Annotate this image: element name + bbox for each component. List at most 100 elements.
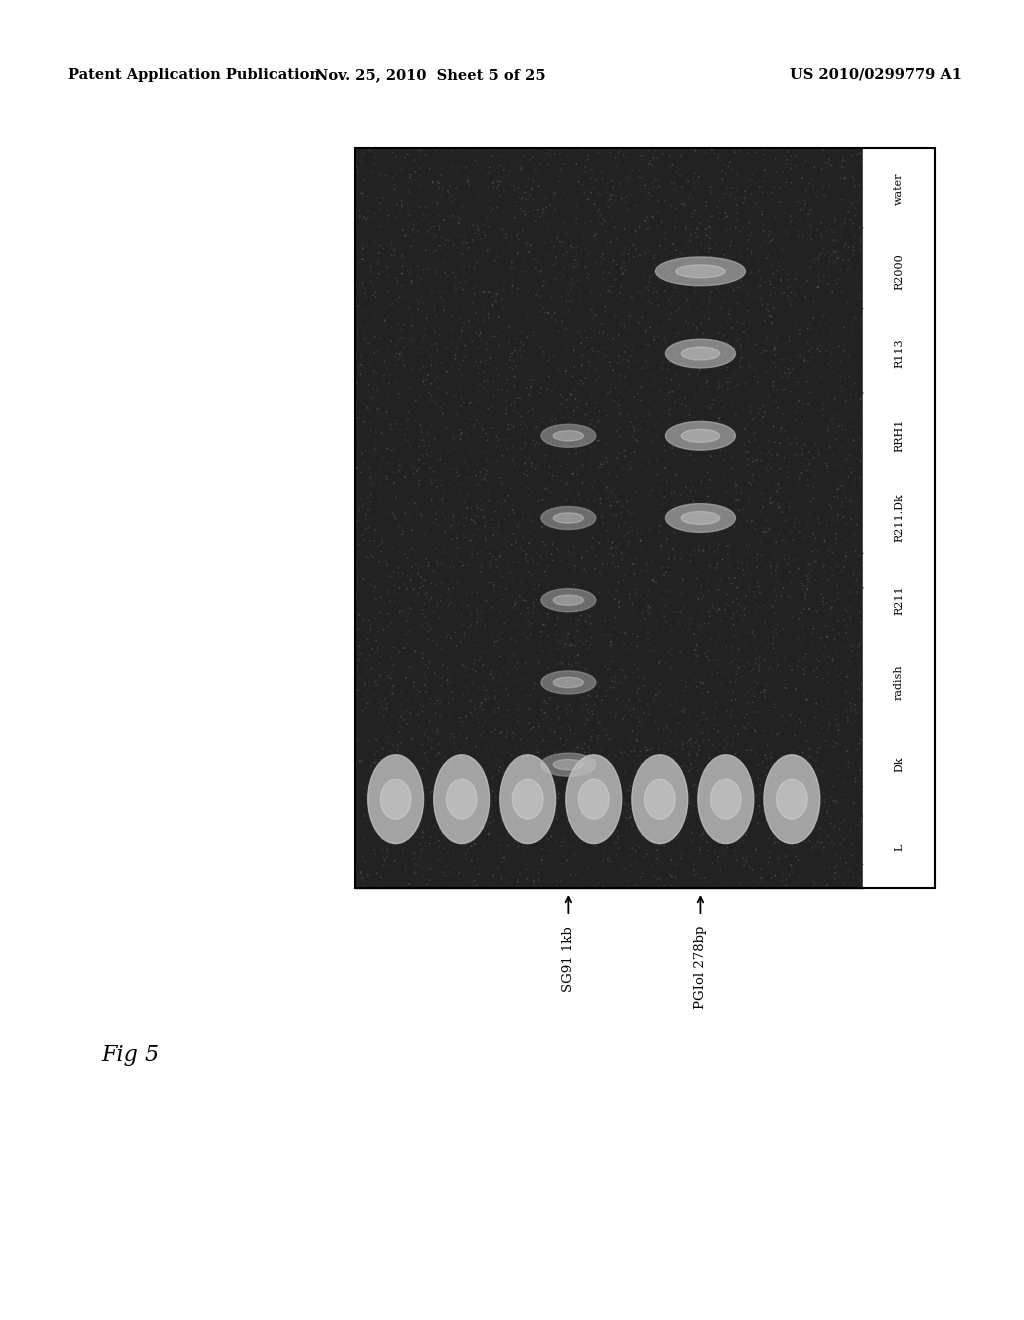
Point — [417, 528, 433, 549]
Point — [505, 269, 521, 290]
Point — [390, 663, 407, 684]
Point — [488, 550, 505, 572]
Point — [841, 660, 857, 681]
Point — [674, 777, 690, 799]
Point — [463, 748, 479, 770]
Point — [828, 809, 845, 830]
Point — [714, 730, 730, 751]
Point — [555, 508, 571, 529]
Point — [382, 766, 398, 787]
Point — [382, 816, 398, 837]
Point — [433, 785, 450, 807]
Point — [579, 603, 595, 624]
Point — [761, 441, 777, 462]
Point — [727, 620, 743, 642]
Point — [644, 585, 660, 606]
Point — [823, 323, 840, 345]
Point — [737, 418, 754, 440]
Point — [390, 616, 407, 638]
Point — [453, 725, 469, 746]
Point — [693, 473, 710, 494]
Point — [834, 210, 850, 231]
Point — [347, 446, 364, 467]
Point — [587, 305, 603, 326]
Point — [355, 568, 372, 589]
Point — [809, 186, 825, 207]
Point — [641, 312, 657, 333]
Point — [392, 345, 409, 366]
Point — [400, 186, 417, 207]
Point — [540, 810, 556, 832]
Point — [775, 686, 792, 708]
Point — [473, 541, 489, 562]
Point — [527, 659, 544, 680]
Point — [392, 219, 409, 240]
Point — [707, 462, 723, 483]
Point — [644, 172, 660, 193]
Point — [650, 181, 667, 202]
Point — [372, 193, 388, 214]
Point — [645, 525, 662, 546]
Point — [635, 498, 651, 519]
Point — [569, 620, 586, 642]
Point — [818, 436, 835, 457]
Point — [782, 293, 799, 314]
Point — [583, 760, 599, 781]
Point — [719, 189, 735, 210]
Point — [839, 285, 855, 306]
Point — [362, 375, 379, 396]
Point — [800, 331, 816, 352]
Point — [504, 807, 520, 828]
Point — [702, 676, 719, 697]
Point — [429, 170, 445, 191]
Point — [729, 688, 745, 709]
Point — [608, 656, 625, 677]
Point — [451, 758, 467, 779]
Point — [510, 191, 526, 213]
Point — [803, 246, 819, 267]
Point — [419, 253, 435, 275]
Point — [845, 454, 861, 475]
Point — [669, 748, 685, 770]
Point — [763, 704, 779, 725]
Point — [539, 379, 555, 400]
Point — [750, 754, 766, 775]
Point — [728, 404, 744, 425]
Point — [706, 649, 722, 671]
Point — [817, 659, 834, 680]
Point — [457, 271, 473, 292]
Point — [776, 536, 793, 557]
Point — [756, 214, 772, 235]
Point — [400, 690, 417, 711]
Point — [424, 694, 440, 715]
Point — [350, 796, 367, 817]
Point — [543, 572, 559, 593]
Point — [615, 150, 632, 172]
Point — [733, 265, 750, 286]
Point — [389, 741, 406, 762]
Point — [447, 189, 464, 210]
Point — [719, 536, 735, 557]
Point — [403, 447, 420, 469]
Point — [778, 846, 795, 867]
Point — [811, 426, 827, 447]
Point — [554, 594, 570, 615]
Point — [553, 393, 569, 414]
Point — [680, 281, 696, 302]
Point — [512, 298, 528, 319]
Point — [687, 281, 703, 302]
Point — [598, 614, 614, 635]
Point — [583, 825, 599, 846]
Point — [415, 734, 431, 755]
Point — [678, 477, 694, 498]
Point — [512, 339, 528, 360]
Point — [610, 220, 627, 242]
Point — [445, 578, 462, 599]
Point — [718, 482, 734, 503]
Point — [633, 294, 649, 315]
Point — [369, 442, 385, 463]
Point — [544, 378, 560, 399]
Point — [434, 822, 451, 843]
Point — [838, 850, 854, 871]
Point — [535, 484, 551, 506]
